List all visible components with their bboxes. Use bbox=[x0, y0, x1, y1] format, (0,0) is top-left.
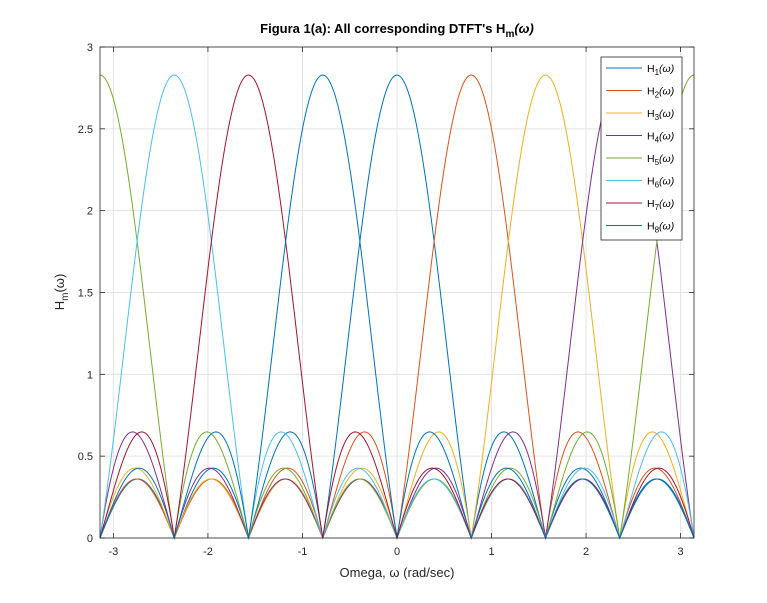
legend-label-h5: H5(ω) bbox=[647, 153, 674, 167]
legend-label-h8: H8(ω) bbox=[647, 221, 674, 235]
legend-label-h1: H1(ω) bbox=[647, 63, 674, 77]
legend-label-h7: H7(ω) bbox=[647, 198, 674, 212]
legend-label-h2: H2(ω) bbox=[647, 86, 674, 100]
legend: H1(ω) H2(ω) H3(ω) H4(ω) H5(ω) H6(ω) H7(ω) H8(ω) bbox=[600, 56, 683, 241]
y-tick-label: 1.5 bbox=[78, 288, 93, 300]
series-line-h1 bbox=[99, 74, 695, 540]
y-tick-label: 2.5 bbox=[78, 124, 93, 136]
x-tick-label: 1 bbox=[488, 546, 494, 558]
x-tick-label: -1 bbox=[298, 546, 308, 558]
y-tick-label: 2 bbox=[87, 206, 93, 218]
chart-title: Figura 1(a): All corresponding DTFT's Hm… bbox=[260, 21, 534, 40]
x-tick-label: -2 bbox=[203, 546, 213, 558]
y-tick-label: 0 bbox=[87, 533, 93, 545]
legend-box bbox=[600, 56, 683, 241]
legend-label-h3: H3(ω) bbox=[647, 108, 674, 122]
ticks: -3 -2 -1 0 1 2 3 0 0.5 1 1.5 2 2.5 3 bbox=[78, 42, 694, 558]
x-tick-label: -3 bbox=[108, 546, 118, 558]
legend-label-h4: H4(ω) bbox=[647, 131, 674, 145]
x-tick-label: 0 bbox=[394, 546, 400, 558]
y-tick-label: 0.5 bbox=[78, 451, 93, 463]
x-axis-label: Omega, ω (rad/sec) bbox=[340, 565, 455, 580]
x-tick-label: 2 bbox=[583, 546, 589, 558]
legend-label-h6: H6(ω) bbox=[647, 176, 674, 190]
y-tick-label: 1 bbox=[87, 369, 93, 381]
y-axis-label: Hm(ω) bbox=[52, 274, 71, 311]
x-tick-label: 3 bbox=[678, 546, 684, 558]
y-tick-label: 3 bbox=[87, 42, 93, 54]
